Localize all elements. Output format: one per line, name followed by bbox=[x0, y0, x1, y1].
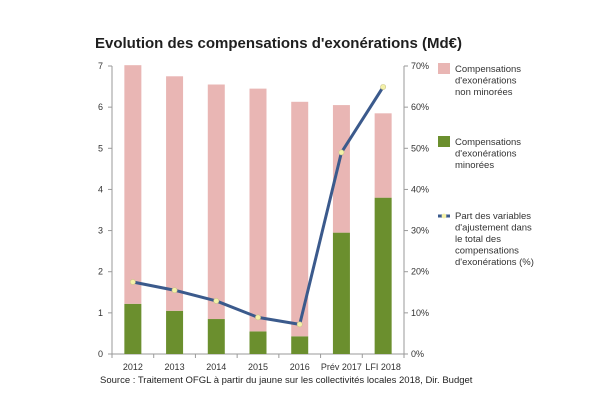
x-tick-label: 2012 bbox=[123, 362, 143, 372]
x-tick-label: 2016 bbox=[290, 362, 310, 372]
y-right-tick-label: 20% bbox=[411, 267, 429, 277]
legend-label: Part des variables bbox=[455, 211, 531, 222]
bar-minorees bbox=[166, 310, 184, 354]
y-right-tick-label: 70% bbox=[411, 61, 429, 71]
y-right-tick-label: 0% bbox=[411, 349, 424, 359]
bar-non-minorees bbox=[249, 88, 267, 332]
x-tick-label: Prév 2017 bbox=[321, 362, 362, 372]
chart-source: Source : Traitement OFGL à partir du jau… bbox=[100, 375, 473, 386]
legend-swatch bbox=[438, 136, 450, 147]
legend-label: d'exonérations bbox=[455, 149, 517, 160]
line-point bbox=[296, 321, 303, 328]
legend-label: Compensations bbox=[455, 64, 521, 75]
line-point bbox=[129, 279, 136, 285]
legend-label: compensations bbox=[455, 246, 519, 257]
bar-non-minorees bbox=[332, 105, 350, 233]
legend-swatch-marker bbox=[441, 213, 447, 219]
line-point bbox=[380, 84, 387, 90]
y-left-tick-label: 3 bbox=[98, 226, 103, 236]
y-left-tick-label: 0 bbox=[98, 349, 103, 359]
legend-label: d'exonérations bbox=[455, 76, 517, 87]
y-left-tick-label: 2 bbox=[98, 267, 103, 277]
line-point bbox=[213, 298, 220, 304]
bar-non-minorees bbox=[166, 76, 184, 311]
x-tick-label: 2014 bbox=[206, 362, 226, 372]
bar-non-minorees bbox=[124, 65, 142, 304]
y-right-tick-label: 10% bbox=[411, 308, 429, 318]
bar-minorees bbox=[207, 319, 225, 354]
y-left-tick-label: 7 bbox=[98, 61, 103, 71]
legend-swatch bbox=[438, 63, 450, 74]
y-left-tick-label: 4 bbox=[98, 184, 103, 194]
legend-label: le total des bbox=[455, 234, 501, 245]
bar-non-minorees bbox=[291, 101, 309, 337]
bar-non-minorees bbox=[374, 113, 392, 198]
x-tick-label: 2015 bbox=[248, 362, 268, 372]
y-left-tick-label: 6 bbox=[98, 102, 103, 112]
y-left-tick-label: 5 bbox=[98, 143, 103, 153]
legend-label: minorées bbox=[455, 160, 494, 171]
legend-label: Compensations bbox=[455, 137, 521, 148]
line-point bbox=[338, 149, 345, 156]
y-left-tick-label: 1 bbox=[98, 308, 103, 318]
bar-minorees bbox=[249, 331, 267, 354]
bar-minorees bbox=[332, 232, 350, 354]
y-right-tick-label: 30% bbox=[411, 226, 429, 236]
y-right-tick-label: 40% bbox=[411, 184, 429, 194]
legend-label: d'ajustement dans bbox=[455, 223, 532, 234]
line-point bbox=[255, 314, 261, 321]
x-tick-label: 2013 bbox=[165, 362, 185, 372]
line-point bbox=[171, 287, 178, 294]
x-tick-label: LFI 2018 bbox=[365, 362, 401, 372]
legend-label: d'exonérations (%) bbox=[455, 257, 534, 268]
y-right-tick-label: 50% bbox=[411, 143, 429, 153]
y-right-tick-label: 60% bbox=[411, 102, 429, 112]
bar-non-minorees bbox=[207, 84, 225, 320]
bar-minorees bbox=[124, 303, 142, 354]
bar-minorees bbox=[291, 336, 309, 354]
legend-label: non minorées bbox=[455, 87, 513, 98]
chart-title: Evolution des compensations d'exonératio… bbox=[95, 35, 462, 52]
bar-minorees bbox=[374, 197, 392, 354]
